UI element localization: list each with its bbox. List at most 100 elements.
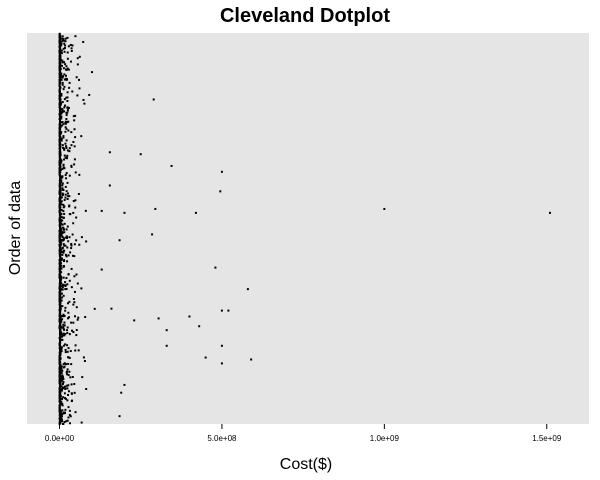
data-point: [61, 59, 64, 62]
data-point: [64, 363, 67, 366]
data-point: [65, 114, 68, 117]
x-tick-label: 1.0e+09: [370, 434, 400, 443]
data-point: [60, 350, 63, 353]
data-point: [64, 122, 67, 125]
data-point: [62, 88, 65, 91]
data-point: [64, 288, 67, 291]
data-point: [59, 264, 62, 267]
data-point: [69, 415, 72, 418]
data-point: [60, 115, 63, 118]
data-point: [66, 57, 69, 60]
data-point: [61, 187, 64, 190]
data-point: [71, 44, 74, 47]
data-point: [60, 372, 63, 375]
data-point: [61, 167, 64, 170]
data-point: [81, 376, 84, 379]
data-point: [72, 211, 75, 214]
data-point: [72, 297, 75, 300]
data-point: [80, 287, 83, 290]
data-point: [63, 199, 66, 201]
data-point: [75, 273, 78, 276]
data-point: [72, 303, 75, 306]
data-point: [61, 146, 64, 149]
data-point: [61, 296, 64, 299]
data-point: [60, 78, 63, 81]
data-point: [60, 257, 63, 260]
data-point: [63, 158, 66, 161]
data-point: [77, 78, 80, 81]
data-point: [66, 344, 69, 347]
data-point: [60, 232, 63, 235]
data-point: [62, 251, 65, 254]
data-point: [80, 421, 83, 424]
data-point: [63, 110, 66, 113]
data-point: [68, 413, 71, 416]
data-point: [66, 384, 69, 387]
data-point: [78, 55, 81, 58]
data-point: [73, 290, 76, 293]
data-point: [60, 259, 63, 262]
data-point: [62, 314, 65, 317]
data-point: [66, 111, 69, 114]
data-point: [66, 387, 69, 390]
data-point: [63, 231, 66, 234]
data-point: [64, 142, 67, 145]
data-point: [74, 114, 77, 117]
data-point: [154, 207, 157, 210]
data-point: [62, 294, 65, 297]
data-point: [60, 209, 63, 212]
data-point: [64, 120, 67, 123]
data-point: [62, 243, 65, 246]
data-point: [65, 96, 68, 99]
data-point: [65, 145, 68, 148]
data-point: [65, 277, 68, 280]
data-point: [66, 67, 69, 70]
data-point: [63, 334, 66, 337]
data-point: [61, 184, 64, 187]
data-point: [83, 102, 86, 105]
data-point: [61, 375, 64, 378]
data-point: [63, 42, 66, 45]
data-point: [100, 209, 103, 212]
data-point: [65, 172, 68, 175]
data-point: [61, 404, 64, 407]
data-point: [110, 307, 113, 310]
data-point: [74, 171, 77, 174]
data-point: [84, 209, 87, 212]
data-point: [65, 287, 68, 290]
data-point: [65, 147, 68, 149]
data-point: [69, 350, 72, 353]
data-point: [64, 173, 67, 176]
data-point: [70, 242, 73, 245]
data-point: [62, 344, 65, 347]
data-point: [72, 321, 75, 324]
data-point: [120, 391, 123, 394]
data-point: [66, 283, 69, 286]
data-point: [68, 174, 71, 177]
data-point: [61, 288, 64, 291]
data-point: [64, 185, 67, 188]
data-point: [62, 382, 65, 385]
data-point: [66, 100, 69, 102]
data-point: [66, 149, 69, 152]
data-point: [62, 323, 65, 326]
data-point: [61, 397, 64, 400]
data-point: [67, 362, 70, 365]
data-point: [64, 236, 67, 239]
data-point: [66, 192, 69, 195]
data-point: [118, 415, 121, 418]
data-point: [66, 51, 69, 54]
data-point: [65, 68, 68, 71]
data-point: [61, 219, 64, 222]
data-point: [60, 234, 63, 237]
data-point: [66, 246, 69, 249]
data-point: [61, 83, 64, 86]
data-point: [69, 60, 72, 63]
data-point: [61, 283, 64, 286]
data-point: [62, 193, 65, 196]
data-point: [80, 236, 83, 239]
data-point: [62, 228, 65, 231]
data-point: [63, 244, 66, 247]
x-tick-label: 0.0e+00: [45, 434, 75, 443]
data-point: [62, 396, 65, 399]
